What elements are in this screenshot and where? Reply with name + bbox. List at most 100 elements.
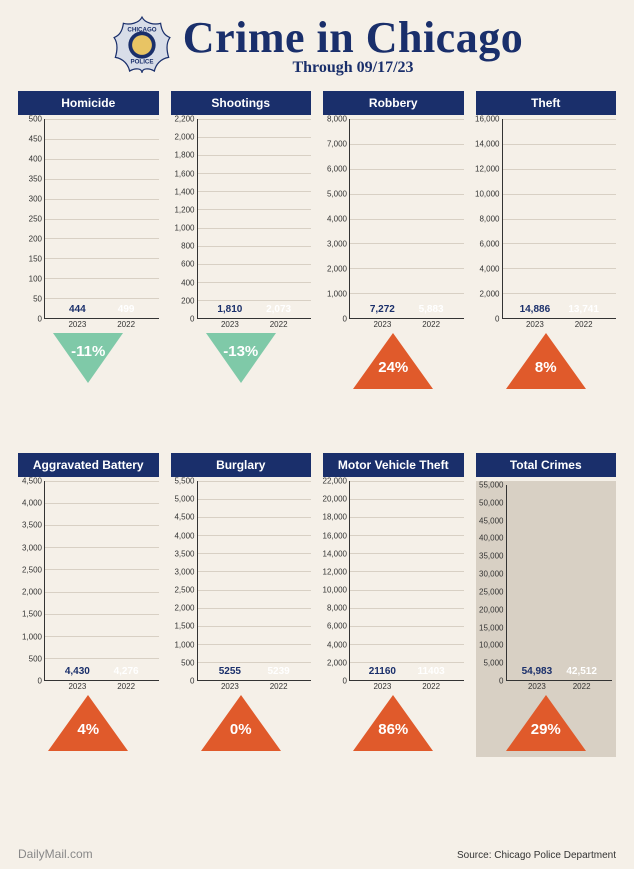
chart-grid: Homicide05010015020025030035040045050044…	[18, 91, 616, 757]
chart-area: 02004006008001,0001,2001,4001,6001,8002,…	[171, 119, 312, 319]
source-text: Source: Chicago Police Department	[457, 850, 616, 861]
change-percent: 4%	[48, 721, 128, 738]
bar-value-label: 5,883	[413, 304, 450, 315]
panel-header: Motor Vehicle Theft	[323, 453, 464, 477]
y-tick: 35,000	[479, 552, 503, 561]
y-tick: 0	[38, 315, 42, 324]
y-tick: 3,000	[22, 543, 42, 552]
category-label: 2023	[364, 682, 401, 691]
y-tick: 30,000	[479, 570, 503, 579]
y-axis: 050100150200250300350400450500	[18, 119, 44, 319]
bars-container: 211602023114032022	[350, 481, 464, 680]
triangle-up-icon: 24%	[353, 333, 433, 389]
bar-value-label: 499	[108, 304, 145, 315]
chart-area: 05001,0001,5002,0002,5003,0003,5004,0004…	[171, 481, 312, 681]
y-tick: 10,000	[475, 190, 499, 199]
y-tick: 100	[29, 275, 42, 284]
category-label: 2022	[260, 320, 297, 329]
row-spacer	[18, 401, 616, 441]
plot-area: 1,81020232,0732022	[197, 119, 312, 319]
y-tick: 1,500	[174, 622, 194, 631]
bars-container: 44420234992022	[45, 119, 159, 318]
y-tick: 3,000	[327, 240, 347, 249]
y-axis: 02004006008001,0001,2001,4001,6001,8002,…	[171, 119, 197, 319]
y-tick: 12,000	[323, 567, 347, 576]
y-tick: 1,800	[174, 151, 194, 160]
y-axis: 05,00010,00015,00020,00025,00030,00035,0…	[480, 485, 506, 681]
panel-header: Total Crimes	[476, 453, 617, 477]
y-tick: 0	[38, 677, 42, 686]
y-axis: 02,0004,0006,0008,00010,00012,00014,0001…	[476, 119, 502, 319]
y-tick: 0	[190, 315, 194, 324]
category-label: 2023	[59, 682, 96, 691]
bars-container: 7,27220235,8832022	[350, 119, 464, 318]
y-tick: 2,000	[174, 133, 194, 142]
plot-area: 7,27220235,8832022	[349, 119, 464, 319]
bars-container: 14,886202313,7412022	[503, 119, 617, 318]
y-tick: 2,000	[22, 588, 42, 597]
chart-panel: Motor Vehicle Theft02,0004,0006,0008,000…	[323, 453, 464, 757]
plot-area: 14,886202313,7412022	[502, 119, 617, 319]
bars-container: 54,983202342,5122022	[507, 485, 613, 680]
category-label: 2022	[108, 682, 145, 691]
bar-value-label: 21160	[364, 666, 401, 677]
change-indicator: -11%	[18, 333, 159, 383]
y-tick: 350	[29, 175, 42, 184]
bars-container: 5255202352392022	[198, 481, 312, 680]
plot-area: 5255202352392022	[197, 481, 312, 681]
y-tick: 20,000	[479, 605, 503, 614]
y-tick: 15,000	[479, 623, 503, 632]
y-tick: 500	[29, 654, 42, 663]
y-tick: 3,500	[174, 549, 194, 558]
category-label: 2022	[565, 320, 602, 329]
bar-value-label: 42,512	[565, 666, 599, 677]
svg-text:POLICE: POLICE	[130, 58, 153, 65]
change-indicator: 29%	[476, 695, 617, 751]
chart-area: 05,00010,00015,00020,00025,00030,00035,0…	[476, 481, 617, 681]
category-label: 2023	[211, 682, 248, 691]
y-tick: 0	[343, 315, 347, 324]
y-tick: 12,000	[475, 165, 499, 174]
infographic-page: CHICAGO POLICE Crime in Chicago Through …	[0, 0, 634, 869]
y-axis: 05001,0001,5002,0002,5003,0003,5004,0004…	[171, 481, 197, 681]
y-tick: 600	[181, 260, 194, 269]
category-label: 2023	[211, 320, 248, 329]
header: CHICAGO POLICE Crime in Chicago Through …	[18, 12, 616, 77]
change-indicator: 0%	[171, 695, 312, 751]
change-indicator: -13%	[171, 333, 312, 383]
triangle-down-icon: -11%	[53, 333, 123, 383]
chart-panel: Theft02,0004,0006,0008,00010,00012,00014…	[476, 91, 617, 389]
bars-container: 4,43020234,2762022	[45, 481, 159, 680]
triangle-up-icon: 29%	[506, 695, 586, 751]
bar-value-label: 4,276	[108, 666, 145, 677]
y-tick: 2,000	[174, 604, 194, 613]
y-tick: 14,000	[323, 549, 347, 558]
change-percent: -11%	[53, 343, 123, 360]
bar-value-label: 5239	[260, 666, 297, 677]
y-tick: 10,000	[479, 641, 503, 650]
y-tick: 1,200	[174, 205, 194, 214]
bars-container: 1,81020232,0732022	[198, 119, 312, 318]
change-percent: 0%	[201, 721, 281, 738]
category-label: 2022	[108, 320, 145, 329]
change-percent: 29%	[506, 721, 586, 738]
y-tick: 450	[29, 135, 42, 144]
y-tick: 4,000	[327, 640, 347, 649]
y-tick: 22,000	[323, 477, 347, 486]
y-tick: 1,000	[174, 224, 194, 233]
y-tick: 5,000	[483, 659, 503, 668]
y-tick: 300	[29, 195, 42, 204]
bar-value-label: 11403	[413, 666, 450, 677]
category-label: 2023	[364, 320, 401, 329]
triangle-up-icon: 86%	[353, 695, 433, 751]
y-tick: 250	[29, 215, 42, 224]
y-tick: 1,000	[22, 632, 42, 641]
y-tick: 25,000	[479, 587, 503, 596]
triangle-down-icon: -13%	[206, 333, 276, 383]
bar-value-label: 7,272	[364, 304, 401, 315]
bar-value-label: 5255	[211, 666, 248, 677]
y-tick: 400	[29, 155, 42, 164]
y-tick: 2,000	[479, 290, 499, 299]
y-tick: 4,000	[327, 215, 347, 224]
bar-value-label: 2,073	[260, 304, 297, 315]
